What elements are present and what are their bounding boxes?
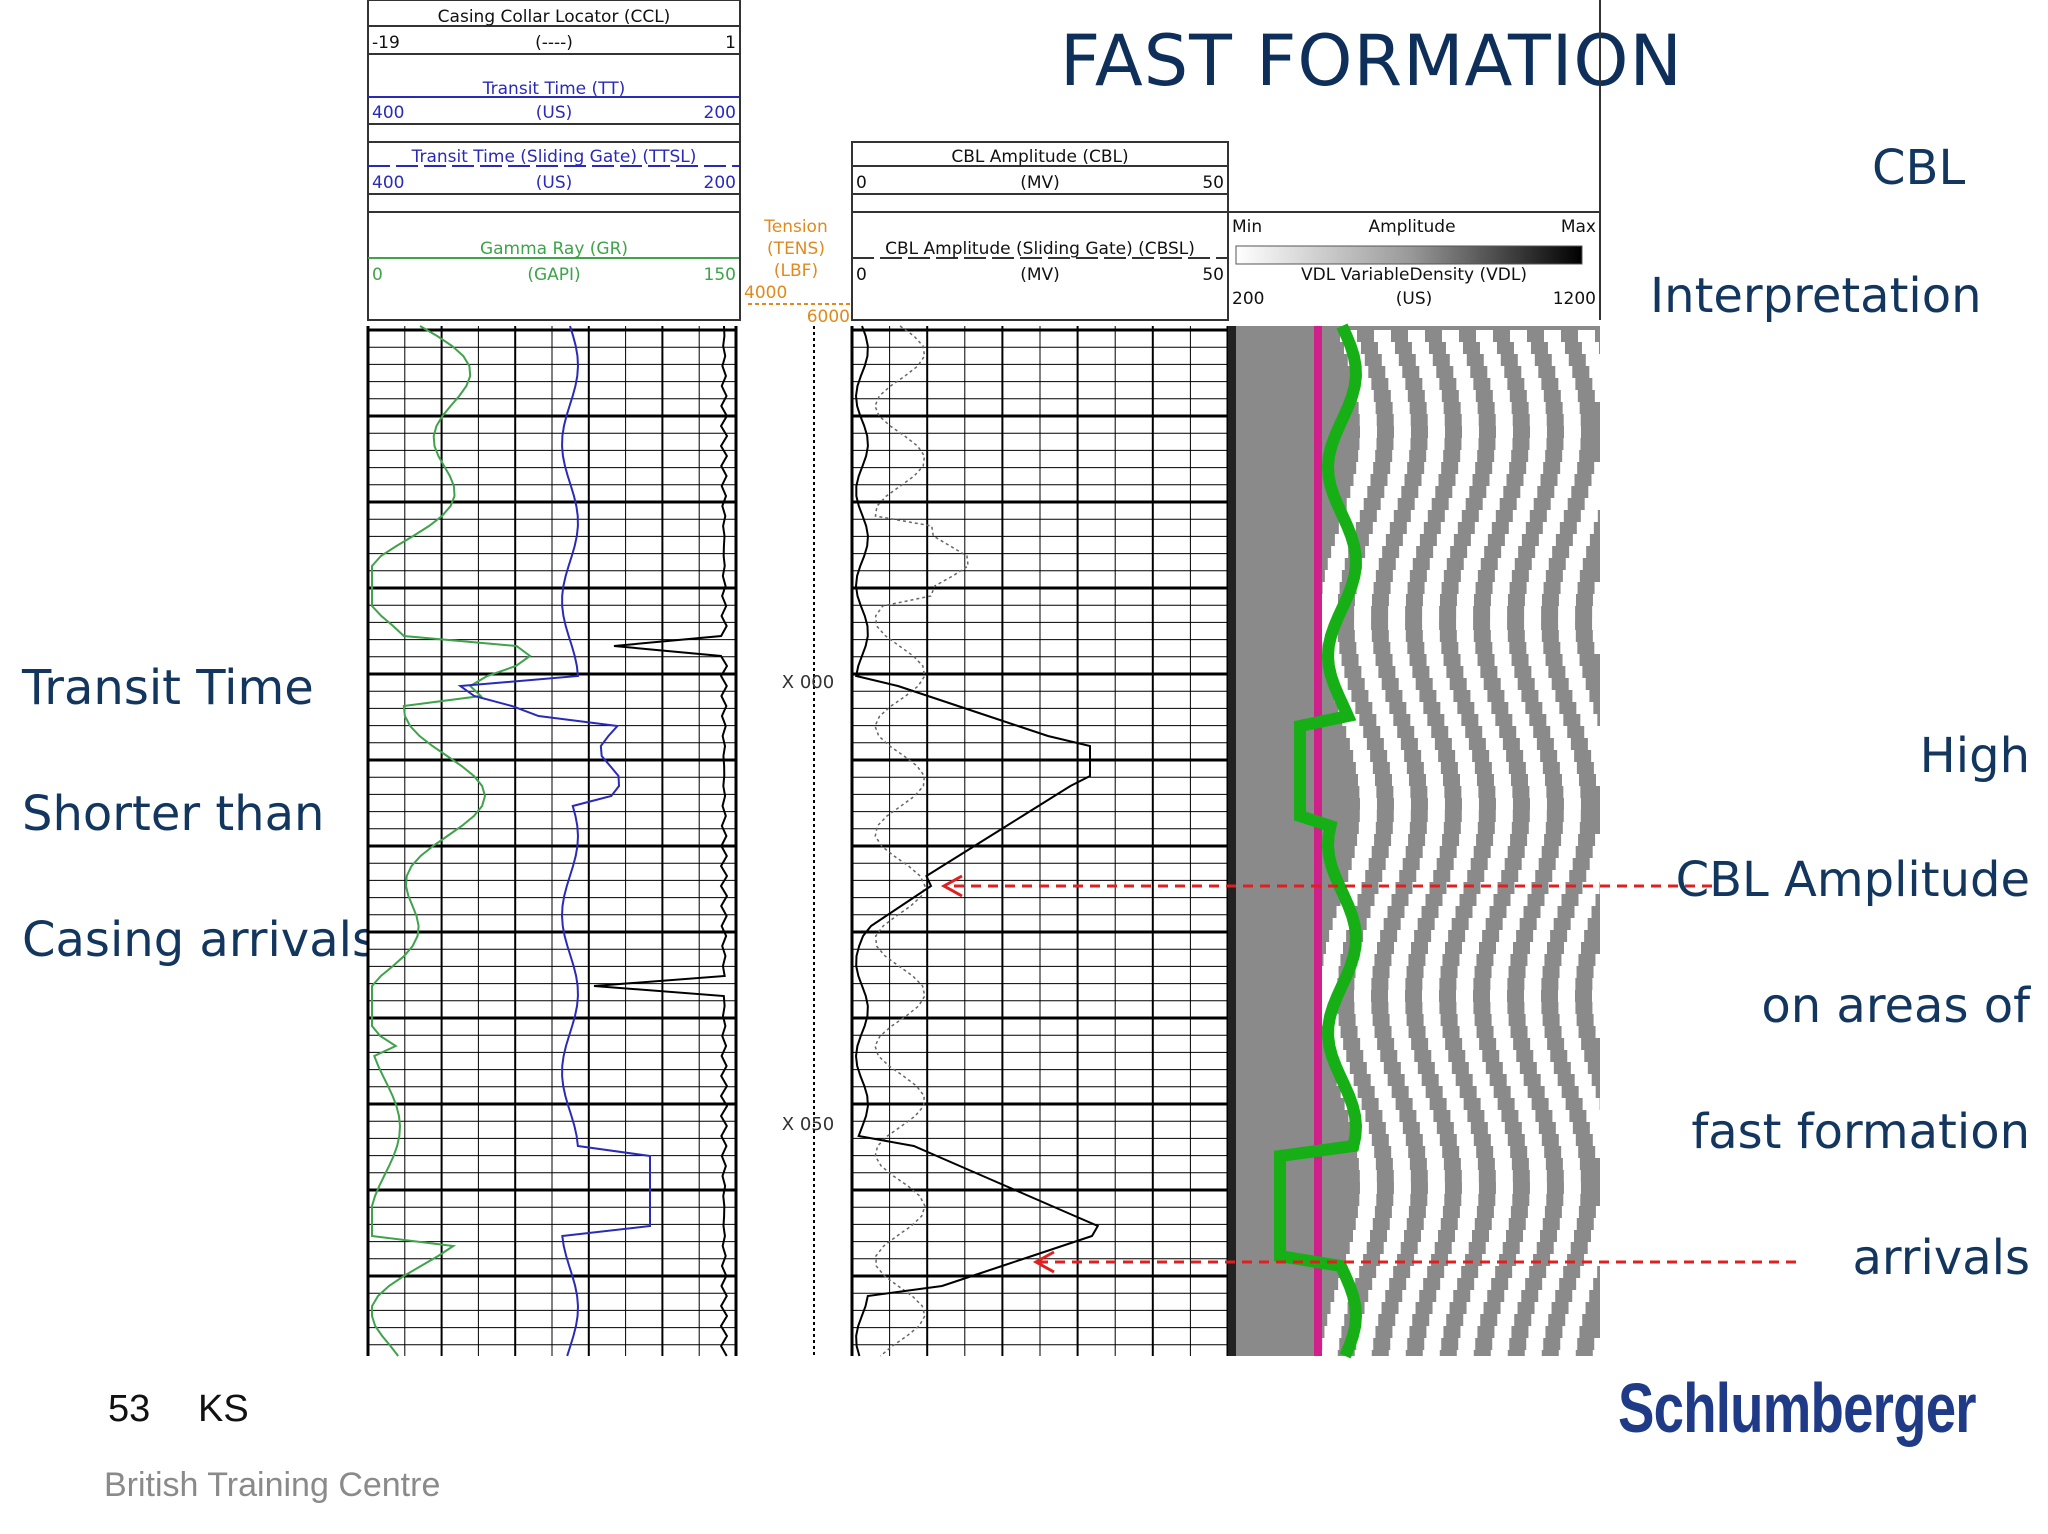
vdl-min: 200 xyxy=(1232,289,1264,309)
right-annotation-line-4: fast formation xyxy=(1691,1104,2030,1160)
slide-title: FAST FORMATION xyxy=(1060,20,1683,102)
tens-unit: (LBF) xyxy=(774,261,818,281)
vdl-amp-label: Amplitude xyxy=(1368,217,1455,237)
tt-max: 200 xyxy=(704,103,736,123)
gr-title: Gamma Ray (GR) xyxy=(480,239,628,259)
left-annotation-line-3: Casing arrivals xyxy=(22,912,377,968)
vdl-amplitude-scale xyxy=(1235,245,1583,265)
vdl-unit: (US) xyxy=(1396,289,1433,309)
tens-min: 4000 xyxy=(744,283,787,303)
gr-max: 150 xyxy=(704,265,736,285)
vdl-amp-max: Max xyxy=(1561,217,1596,237)
ttsl-max: 200 xyxy=(704,173,736,193)
gamma-ray-curve xyxy=(370,325,532,1357)
right-label-interpretation: Interpretation xyxy=(1650,268,1982,324)
ccl-curve xyxy=(593,325,729,1357)
tt-title: Transit Time (TT) xyxy=(482,79,625,99)
track-gamma-transit xyxy=(366,325,738,1357)
cbl-min: 0 xyxy=(856,173,867,193)
left-annotation-line-2: Shorter than xyxy=(22,786,325,842)
annotation-arrows xyxy=(940,874,1796,1274)
organization-name: British Training Centre xyxy=(104,1466,441,1504)
ccl-title: Casing Collar Locator (CCL) xyxy=(438,7,671,27)
right-label-cbl: CBL xyxy=(1872,140,1966,196)
ttsl-title: Transit Time (Sliding Gate) (TTSL) xyxy=(411,147,697,167)
cbl-unit: (MV) xyxy=(1020,173,1060,193)
tens-max: 6000 xyxy=(807,307,850,327)
vdl-amp-min: Min xyxy=(1232,217,1262,237)
ttsl-min: 400 xyxy=(372,173,404,193)
left-annotation-line-1: Transit Time xyxy=(22,660,314,716)
author-initials: KS xyxy=(198,1388,249,1430)
depth-label-1: X 000 xyxy=(782,672,834,693)
vdl-green-curve xyxy=(1274,323,1363,1359)
ccl-min: -19 xyxy=(372,33,400,53)
cbsl-max: 50 xyxy=(1202,265,1224,285)
tens-title: Tension xyxy=(763,217,827,237)
right-annotation-line-3: on areas of xyxy=(1761,978,2030,1034)
right-annotation-line-1: High xyxy=(1919,728,2030,784)
track-cbl xyxy=(850,325,1230,1357)
depth-track: X 000 X 050 xyxy=(782,326,834,1356)
track-vdl xyxy=(1228,323,1613,1362)
tt-unit: (US) xyxy=(536,103,573,123)
ccl-unit: (----) xyxy=(535,33,573,53)
log-header xyxy=(367,0,1601,321)
cbsl-curve xyxy=(874,325,969,1357)
tens-mnemonic: (TENS) xyxy=(767,239,825,259)
right-annotation-line-2: CBL Amplitude xyxy=(1675,852,2030,908)
slide-number: 53 xyxy=(108,1388,151,1430)
cbl-curve xyxy=(854,325,1100,1357)
ccl-max: 1 xyxy=(725,33,736,53)
cbsl-unit: (MV) xyxy=(1020,265,1060,285)
vdl-max: 1200 xyxy=(1553,289,1596,309)
vdl-title: VDL VariableDensity (VDL) xyxy=(1301,265,1527,285)
transit-time-curve xyxy=(457,325,651,1357)
tt-min: 400 xyxy=(372,103,404,123)
gr-unit: (GAPI) xyxy=(527,265,580,285)
cbl-max: 50 xyxy=(1202,173,1224,193)
cbsl-title: CBL Amplitude (Sliding Gate) (CBSL) xyxy=(885,239,1195,259)
gr-min: 0 xyxy=(372,265,383,285)
right-annotation-line-5: arrivals xyxy=(1852,1230,2030,1286)
cbl-title: CBL Amplitude (CBL) xyxy=(951,147,1128,167)
ttsl-unit: (US) xyxy=(536,173,573,193)
schlumberger-logo: Schlumberger xyxy=(1618,1369,1977,1447)
depth-label-2: X 050 xyxy=(782,1114,834,1135)
cbsl-min: 0 xyxy=(856,265,867,285)
